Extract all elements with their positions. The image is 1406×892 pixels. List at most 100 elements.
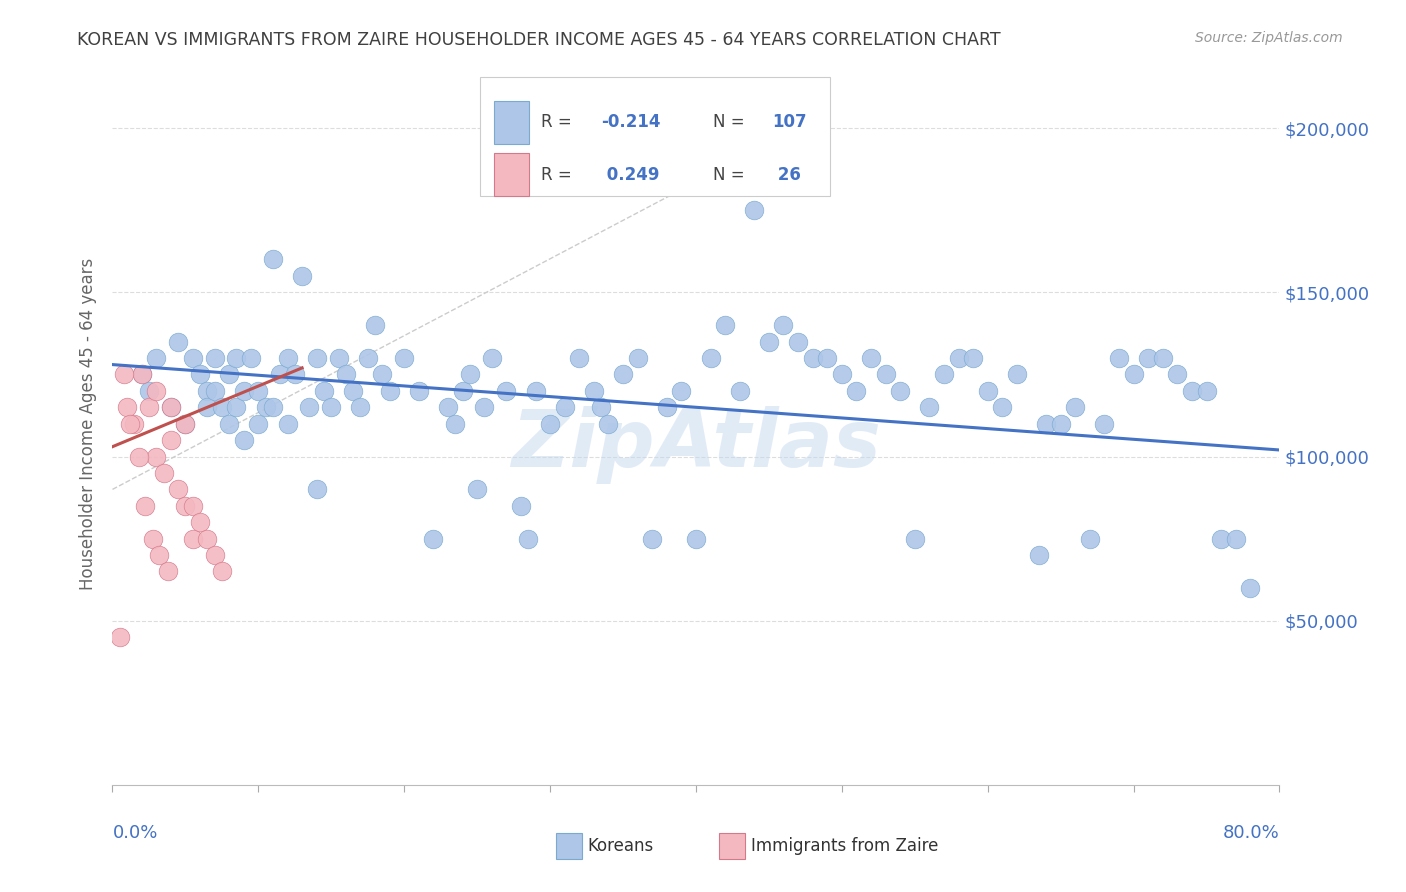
Point [465,483,488,497]
Point [225,351,247,365]
Point [284,368,307,382]
Point [188,368,211,382]
Point [195,401,218,415]
Point [211,401,233,415]
Point [364,318,387,333]
Point [305,483,328,497]
Point [218,417,240,431]
Point [495,384,517,398]
Point [174,499,197,513]
Point [204,548,226,562]
Point [131,368,153,382]
Point [831,368,853,382]
Point [240,351,263,365]
Point [312,384,335,398]
Point [641,532,664,546]
Point [276,417,298,431]
Point [845,384,868,398]
Point [904,532,927,546]
Point [211,565,233,579]
Point [408,384,430,398]
Point [444,417,467,431]
Point [772,318,794,333]
Point [1028,548,1050,562]
Point [174,417,197,431]
Point [349,401,371,415]
Point [145,351,167,365]
Point [254,401,277,415]
Point [685,532,707,546]
Point [422,532,444,546]
Point [1049,417,1071,431]
Point [145,450,167,464]
Text: R =: R = [541,166,576,184]
Point [262,252,284,267]
Text: Koreans: Koreans [588,837,654,855]
Point [276,351,298,365]
Point [591,401,613,415]
Point [481,351,503,365]
Point [378,384,401,398]
Point [728,384,751,398]
Point [167,483,190,497]
Point [118,417,141,431]
Bar [720,833,745,859]
Point [160,401,183,415]
Point [801,351,824,365]
Point [598,417,620,431]
Point [948,351,970,365]
Point [225,401,247,415]
Point [714,318,737,333]
Point [298,401,321,415]
Text: N =: N = [713,166,751,184]
Point [167,334,190,349]
Point [699,351,721,365]
Point [1209,532,1232,546]
Point [962,351,984,365]
FancyBboxPatch shape [479,77,830,196]
Point [451,384,474,398]
Bar [555,833,582,859]
Point [612,368,634,382]
Point [758,334,780,349]
Point [671,384,693,398]
Point [328,351,350,365]
Point [247,384,270,398]
Point [1078,532,1101,546]
Point [181,351,204,365]
Point [394,351,416,365]
Point [1195,384,1218,398]
Text: -0.214: -0.214 [602,113,661,131]
Point [976,384,998,398]
Point [160,401,183,415]
Point [1239,581,1261,595]
Point [145,384,167,398]
Point [1166,368,1188,382]
Point [115,401,138,415]
Point [148,548,170,562]
Text: ZipAtlas: ZipAtlas [510,407,882,484]
Point [1035,417,1057,431]
Text: N =: N = [713,113,751,131]
Point [321,401,343,415]
Point [1137,351,1160,365]
Point [247,417,270,431]
Point [232,433,254,447]
Text: 0.249: 0.249 [602,166,659,184]
Point [305,351,328,365]
Point [517,532,540,546]
Point [815,351,838,365]
Point [1108,351,1130,365]
Point [889,384,911,398]
Point [181,532,204,546]
Point [474,401,496,415]
Point [509,499,531,513]
Text: R =: R = [541,113,576,131]
Point [291,268,314,283]
Point [357,351,380,365]
Y-axis label: Householder Income Ages 45 - 64 years: Householder Income Ages 45 - 64 years [79,258,97,590]
Point [138,401,160,415]
Point [1181,384,1204,398]
Point [1152,351,1174,365]
Point [204,384,226,398]
